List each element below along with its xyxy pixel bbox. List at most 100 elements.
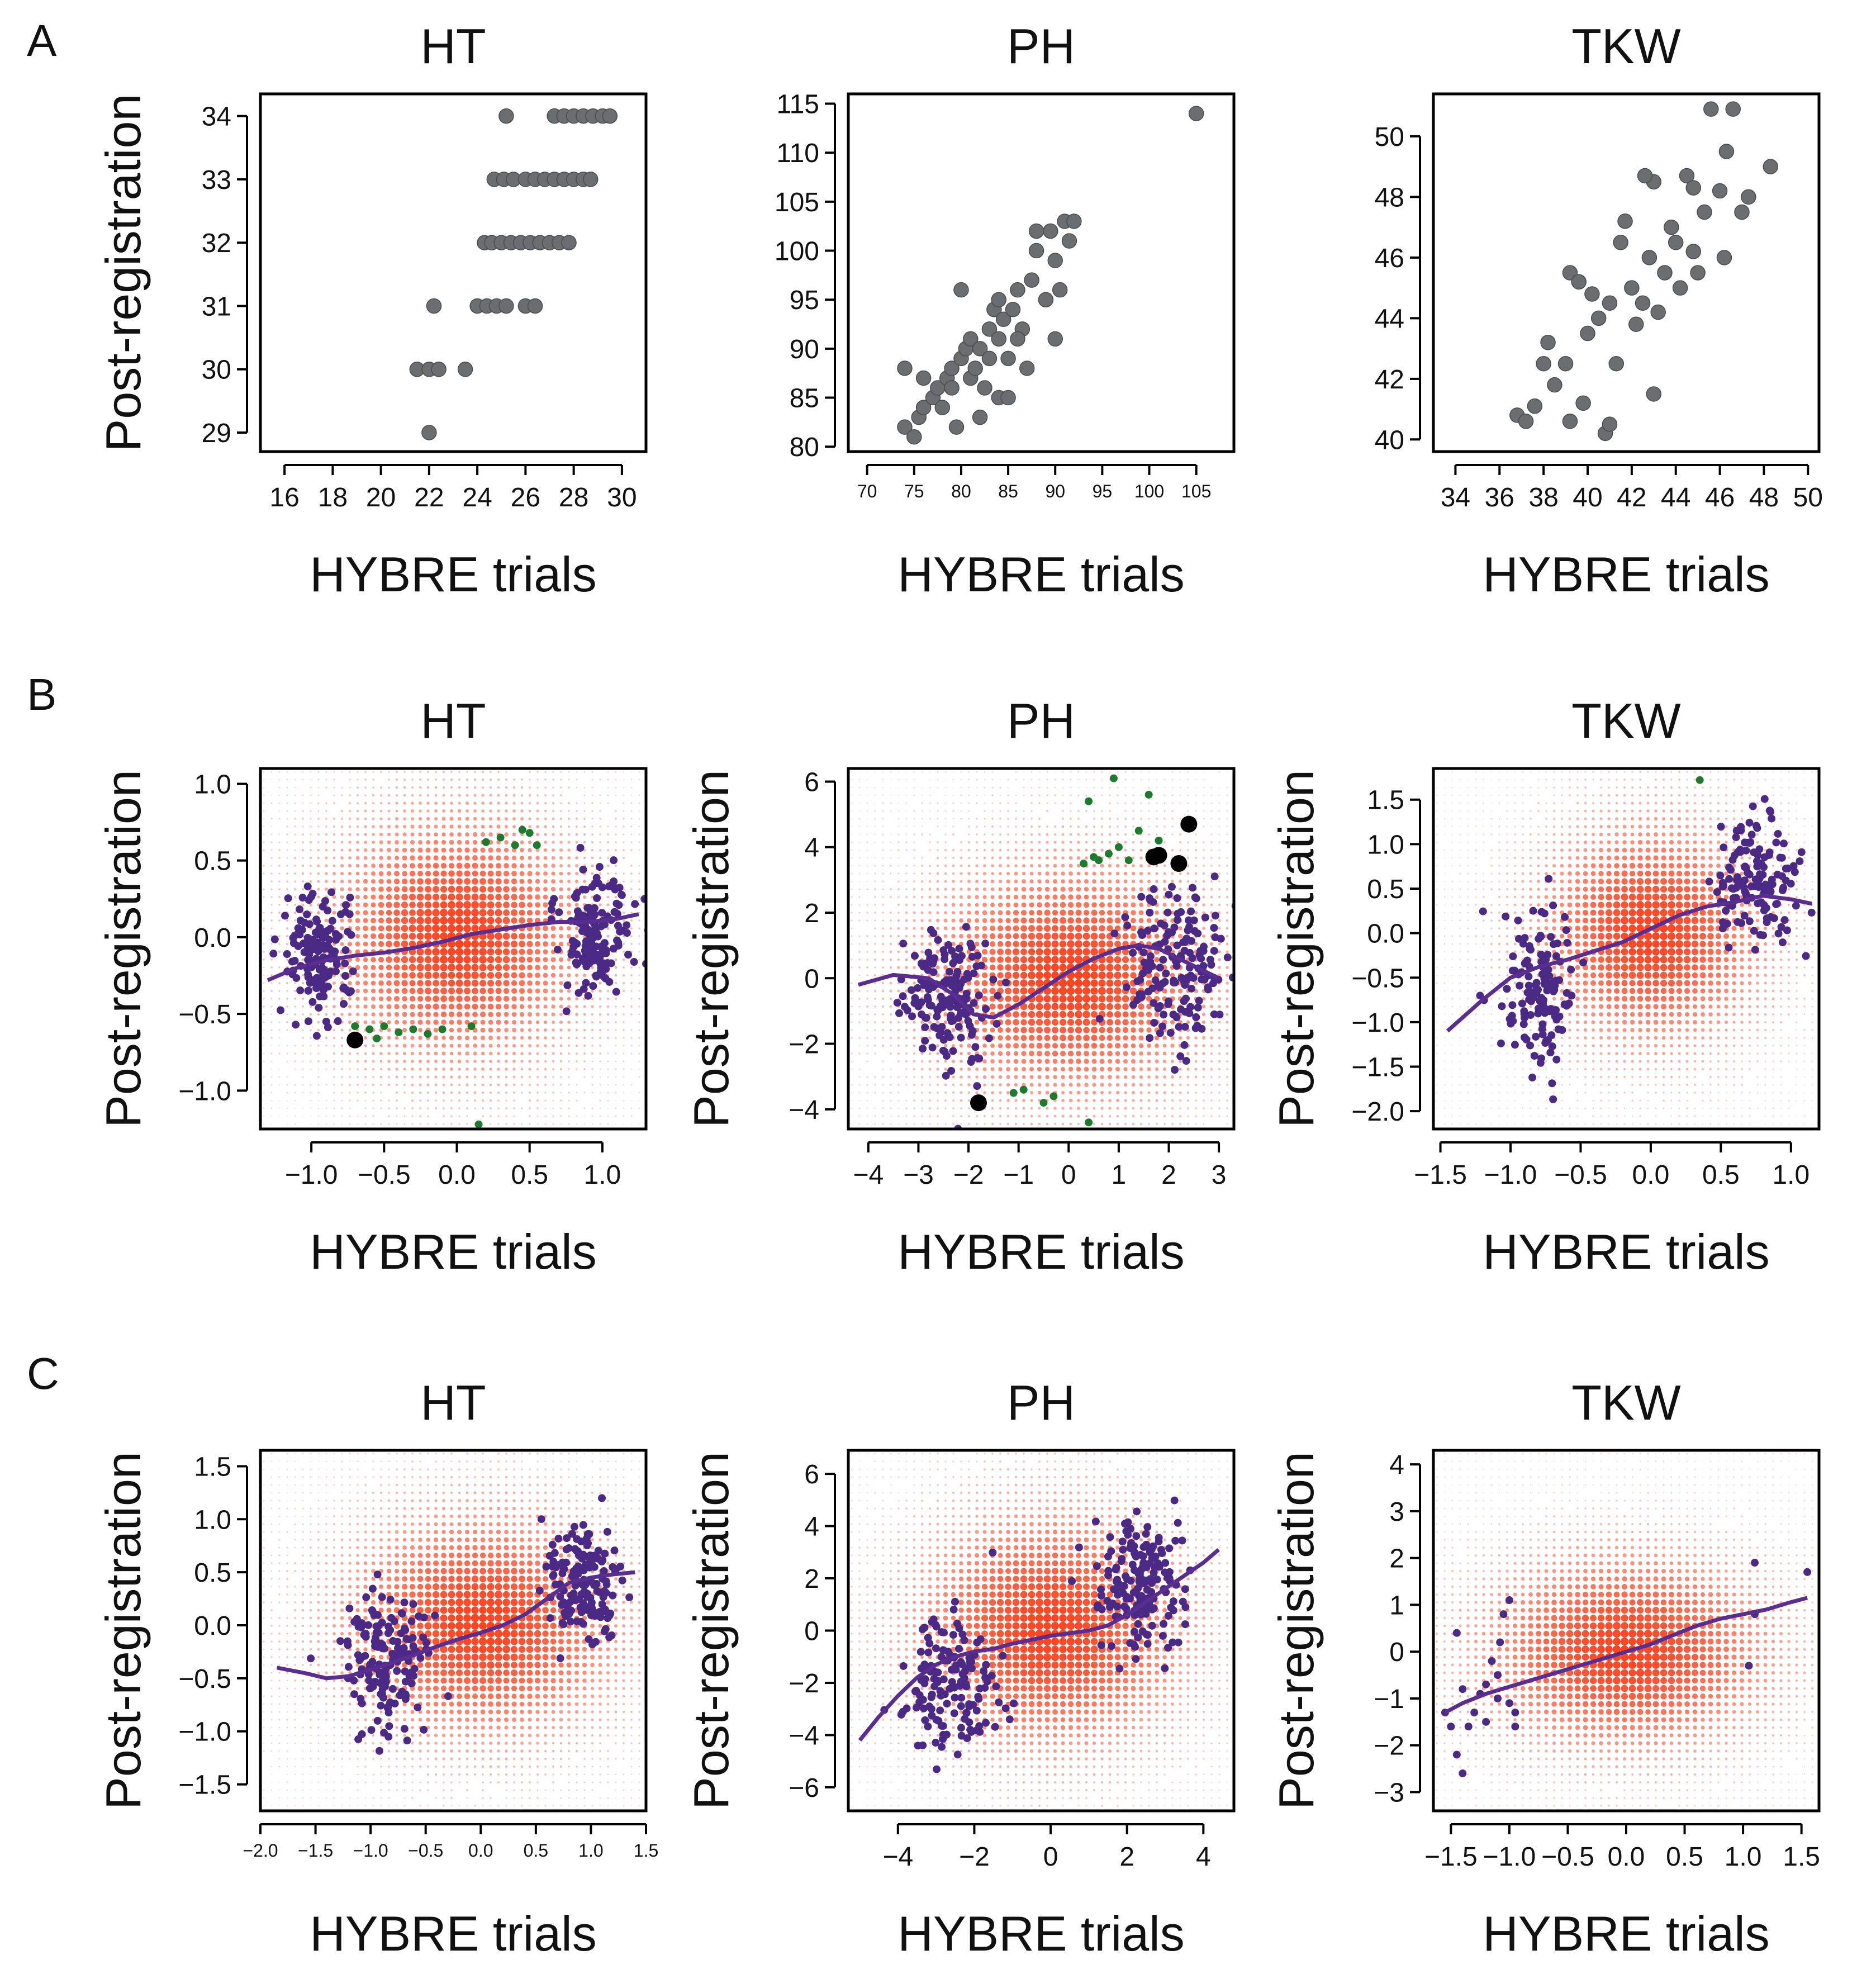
density-dot [341,1123,343,1125]
density-dot [889,1013,892,1016]
density-dot [1069,833,1072,836]
density-dot [1013,1059,1019,1064]
density-dot [990,918,995,923]
variety-point [321,933,330,941]
density-dot [975,848,979,852]
density-dot [959,910,963,915]
density-dot [286,818,288,820]
density-dot [558,941,564,947]
density-dot [1219,787,1220,788]
density-dot [638,825,640,828]
density-dot [1074,979,1083,988]
density-dot [1099,886,1105,892]
density-dot [1030,818,1033,820]
density-dot [583,802,586,804]
density-dot [378,980,384,986]
density-dot [302,779,304,781]
density-dot [458,771,460,773]
density-dot [287,1100,288,1101]
density-dot [340,926,344,931]
density-dot [1155,880,1158,883]
density-dot [968,1107,970,1109]
density-dot [495,964,502,971]
density-dot [1043,1003,1051,1010]
density-dot [1171,825,1174,828]
density-dot [278,1021,281,1023]
density-dot [1075,1035,1082,1041]
density-dot [481,824,485,829]
density-dot [403,1067,406,1071]
density-dot [1203,1107,1205,1109]
variety-point [304,956,312,964]
density-dot [943,965,948,970]
density-dot [433,862,439,869]
density-dot [441,847,447,853]
density-dot [495,878,502,885]
density-dot [638,959,640,961]
density-dot [935,950,940,954]
density-dot [409,980,416,986]
density-dot [465,824,469,829]
density-dot [286,958,289,961]
density-dot [615,771,617,773]
density-dot [395,848,399,852]
density-dot [1067,1035,1074,1041]
density-dot [425,863,431,869]
density-dot [302,1045,304,1047]
density-dot [638,849,640,851]
density-dot [1020,1019,1027,1026]
density-dot [504,855,509,861]
density-dot [402,1004,407,1009]
density-dot [998,902,1003,908]
density-dot [1132,848,1135,852]
density-dot [544,825,547,828]
density-dot [1218,771,1220,773]
density-dot [622,919,625,922]
density-dot [519,980,525,986]
density-dot [944,888,947,891]
density-dot [1132,786,1134,789]
density-dot [607,841,609,843]
density-dot [463,924,471,932]
density-dot [1062,802,1064,804]
density-dot [1115,1090,1120,1095]
density-dot [882,959,884,961]
density-dot [372,1060,375,1063]
density-dot [1093,1099,1096,1102]
density-dot [867,771,868,772]
density-dot [1203,794,1205,796]
variety-point [631,900,639,908]
density-dot [928,1052,932,1055]
density-dot [991,1083,994,1086]
density-dot [302,880,304,882]
density-dot [278,1029,281,1031]
density-dot [1195,1107,1197,1109]
density-dot [455,940,464,948]
density-dot [364,1107,367,1109]
density-dot [1067,902,1074,908]
density-dot [1023,1123,1025,1125]
density-dot [497,809,500,813]
density-dot [1020,979,1028,987]
density-dot [497,1091,500,1094]
density-dot [976,786,978,789]
outlier-green-point [395,1028,403,1037]
density-dot [286,990,288,992]
density-dot [341,1084,343,1086]
density-dot [998,895,1003,899]
density-dot [568,786,570,789]
density-dot [535,988,540,994]
data-point [977,380,992,396]
density-dot [913,857,915,859]
outlier-green-point [438,1025,447,1033]
density-dot [371,965,376,970]
density-dot [1038,864,1041,867]
density-dot [960,872,963,875]
density-dot [559,1052,563,1055]
density-dot [271,795,272,796]
density-dot [929,818,931,820]
density-dot [989,948,996,955]
density-dot [615,1084,617,1086]
density-dot [1148,818,1150,820]
density-dot [897,833,900,836]
